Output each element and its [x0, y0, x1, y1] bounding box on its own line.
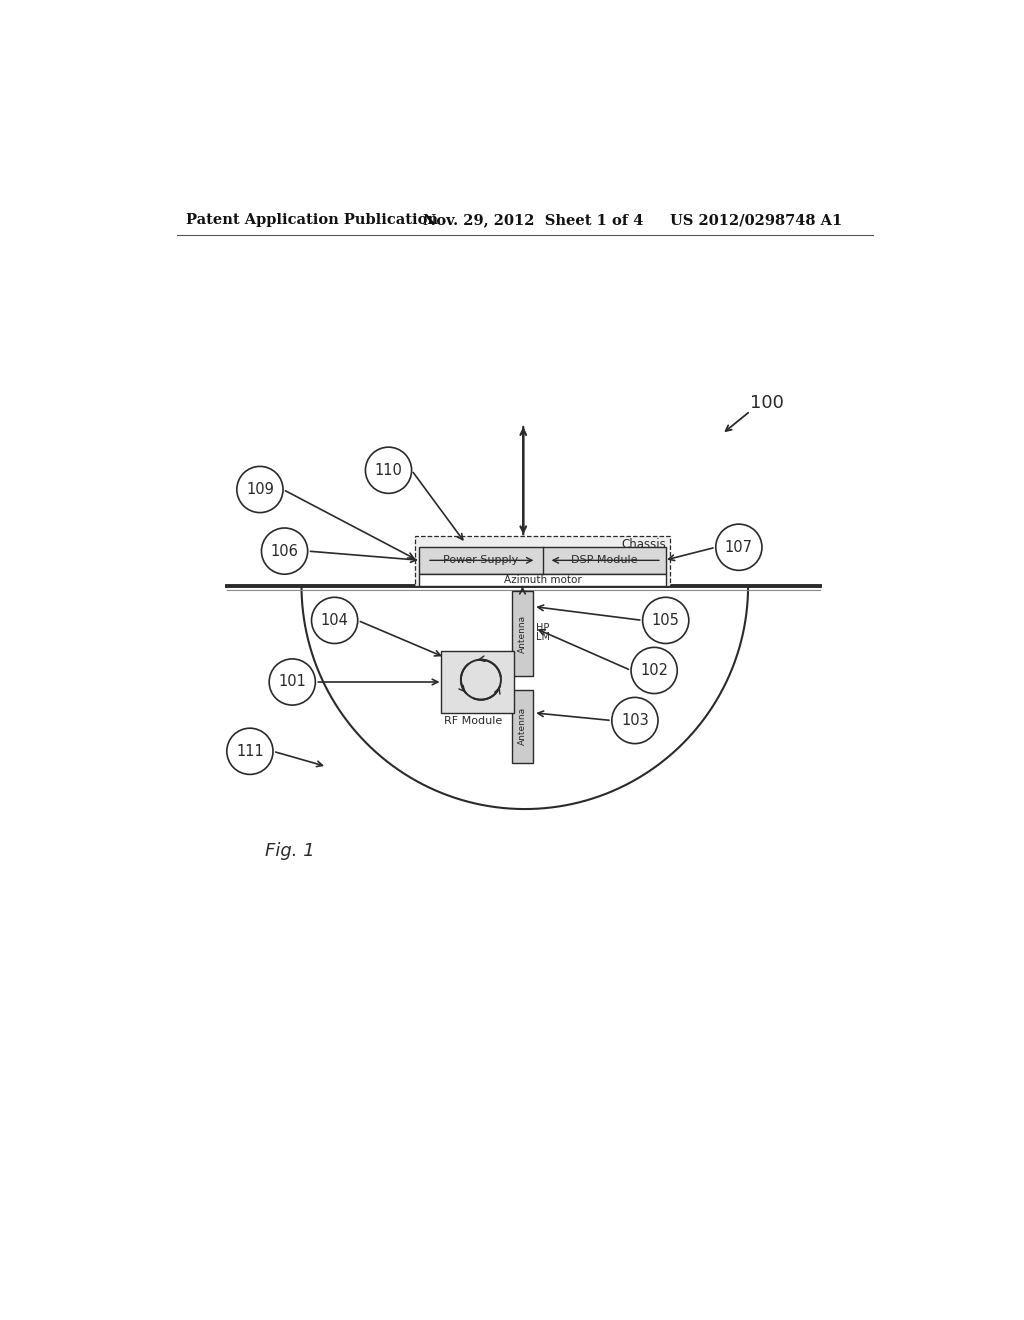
Text: Patent Application Publication: Patent Application Publication	[186, 213, 438, 227]
Bar	[512, 690, 534, 763]
Text: 107: 107	[725, 540, 753, 554]
Text: Antenna: Antenna	[518, 614, 527, 652]
Circle shape	[611, 697, 658, 743]
Circle shape	[366, 447, 412, 494]
Text: Fig. 1: Fig. 1	[265, 842, 315, 861]
Circle shape	[716, 524, 762, 570]
Circle shape	[311, 597, 357, 644]
Circle shape	[226, 729, 273, 775]
Text: HP: HP	[536, 623, 549, 634]
Text: Nov. 29, 2012  Sheet 1 of 4: Nov. 29, 2012 Sheet 1 of 4	[423, 213, 643, 227]
Text: 104: 104	[321, 612, 348, 628]
Bar	[419, 548, 666, 574]
Text: 110: 110	[375, 463, 402, 478]
Text: 102: 102	[640, 663, 669, 678]
Text: 109: 109	[246, 482, 273, 498]
Circle shape	[237, 466, 283, 512]
Text: US 2012/0298748 A1: US 2012/0298748 A1	[670, 213, 842, 227]
Bar	[416, 536, 670, 586]
Bar	[419, 574, 666, 586]
Text: Power Supply: Power Supply	[443, 556, 518, 565]
Circle shape	[643, 597, 689, 644]
Bar	[512, 591, 534, 676]
Text: RF Module: RF Module	[444, 717, 503, 726]
Text: 103: 103	[621, 713, 649, 729]
Text: DSP Module: DSP Module	[570, 556, 637, 565]
Text: 106: 106	[270, 544, 299, 558]
Circle shape	[631, 647, 677, 693]
Text: LM: LM	[536, 632, 550, 643]
Text: Azimuth motor: Azimuth motor	[504, 574, 582, 585]
Circle shape	[269, 659, 315, 705]
Text: 101: 101	[279, 675, 306, 689]
Text: 100: 100	[751, 395, 784, 412]
Text: 105: 105	[651, 612, 680, 628]
Text: 111: 111	[237, 743, 264, 759]
Text: Chassis: Chassis	[621, 537, 666, 550]
Text: Antenna: Antenna	[518, 706, 527, 744]
Circle shape	[261, 528, 307, 574]
Bar	[441, 651, 514, 713]
